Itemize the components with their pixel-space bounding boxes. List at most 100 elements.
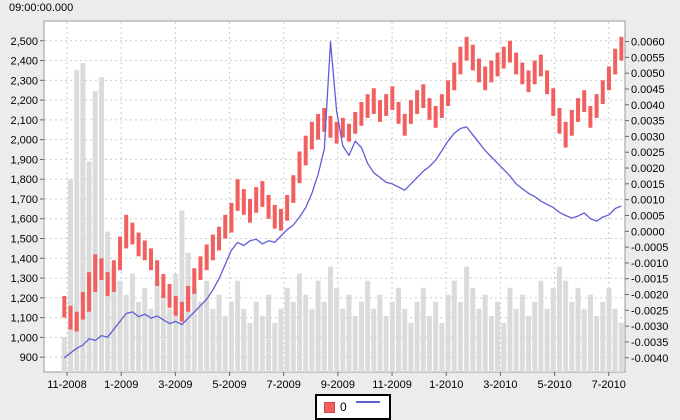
price-hilo-bar [229, 202, 234, 233]
price-hilo-bar [278, 208, 283, 231]
volume-bar [105, 231, 111, 372]
price-hilo-bar [390, 86, 395, 110]
left-axis-label: 2,200 [10, 95, 38, 107]
left-axis-label: 1,900 [10, 154, 38, 166]
volume-bar [111, 266, 117, 372]
volume-bar [433, 301, 439, 372]
right-axis-label: 0.0040 [631, 100, 665, 112]
volume-bar [365, 280, 371, 372]
volume-bar [470, 287, 476, 372]
volume-bar [259, 315, 265, 372]
price-hilo-bar [557, 108, 562, 134]
price-hilo-bar [316, 113, 321, 140]
volume-bar [482, 294, 488, 372]
right-axis-label: 0.0050 [631, 68, 665, 80]
volume-bar [228, 301, 234, 372]
legend-label-price: 0 [340, 400, 347, 414]
volume-bar [581, 308, 587, 372]
volume-bar [488, 315, 494, 372]
volume-bar [513, 308, 519, 372]
price-hilo-bar [594, 94, 599, 118]
price-hilo-bar [396, 102, 401, 124]
price-hilo-bar [446, 80, 451, 107]
right-axis-label: 0.0000 [631, 226, 665, 238]
price-hilo-bar [402, 113, 407, 136]
right-axis-label: -0.0040 [631, 353, 668, 365]
volume-bar [284, 287, 290, 372]
volume-bar [414, 301, 420, 372]
volume-bar [408, 322, 414, 372]
volume-bar [575, 287, 581, 372]
volume-bar [160, 294, 166, 372]
volume-bar [606, 287, 612, 372]
price-hilo-bar [62, 295, 67, 318]
price-hilo-bar [489, 60, 494, 83]
price-hilo-bar [433, 106, 438, 128]
price-hilo-bar [223, 214, 228, 239]
volume-bar [68, 178, 74, 372]
left-axis-label: 900 [20, 352, 38, 364]
price-hilo-bar [514, 52, 519, 75]
volume-bar [569, 301, 575, 372]
price-hilo-bar [173, 295, 178, 316]
volume-bar [532, 301, 538, 372]
volume-bar [154, 280, 160, 372]
volume-bar [426, 315, 432, 372]
price-hilo-bar [235, 179, 240, 211]
volume-bar [389, 301, 395, 372]
volume-bar [445, 294, 451, 372]
volume-bar [457, 301, 463, 372]
price-hilo-bar [285, 195, 290, 221]
volume-bar [197, 301, 203, 372]
price-hilo-bar [619, 36, 624, 61]
price-hilo-bar [526, 70, 531, 93]
volume-bar [309, 308, 315, 372]
price-hilo-bar [322, 108, 327, 132]
price-hilo-bar [538, 54, 543, 77]
price-hilo-bar [347, 123, 352, 142]
volume-bar [352, 315, 358, 372]
price-hilo-bar [217, 226, 222, 251]
volume-bar [587, 294, 593, 372]
volume-bar [74, 70, 80, 372]
x-axis-label: 7-2010 [592, 379, 626, 391]
price-hilo-bar [328, 115, 333, 138]
right-axis-label: 0.0005 [631, 210, 665, 222]
volume-bar [80, 63, 86, 373]
price-hilo-bar [291, 175, 296, 203]
price-hilo-bar [408, 100, 413, 124]
price-hilo-bar [254, 187, 259, 213]
volume-bar [235, 280, 241, 372]
volume-bar [346, 294, 352, 372]
volume-bar [253, 301, 259, 372]
price-hilo-bar [111, 260, 116, 292]
price-hilo-bar [606, 66, 611, 91]
price-hilo-bar [148, 248, 153, 271]
right-axis-label: -0.0005 [631, 242, 668, 254]
left-axis-label: 2,500 [10, 36, 38, 48]
volume-bar [544, 308, 550, 372]
legend-swatch-signal-icon [355, 401, 380, 403]
volume-bar [86, 161, 92, 372]
price-hilo-bar [507, 40, 512, 63]
volume-bar [61, 336, 67, 372]
price-hilo-bar [439, 94, 444, 118]
price-hilo-bar [588, 106, 593, 128]
volume-bar [266, 294, 272, 372]
right-axis-label: -0.0020 [631, 290, 668, 302]
price-hilo-bar [272, 204, 277, 229]
right-axis-label: 0.0035 [631, 116, 665, 128]
price-hilo-bar [186, 285, 191, 312]
volume-bar [526, 315, 532, 372]
right-axis-label: 0.0015 [631, 179, 665, 191]
signal-line [63, 40, 622, 359]
price-hilo-bar [464, 36, 469, 61]
volume-bar [519, 294, 525, 372]
chart-title: 09:00:00.000 [9, 2, 74, 14]
right-axis-label: 0.0060 [631, 37, 665, 49]
left-axis-label: 1,200 [10, 293, 38, 305]
volume-bar [191, 287, 197, 372]
volume-bar [315, 280, 321, 372]
